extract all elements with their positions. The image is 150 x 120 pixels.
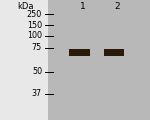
Text: 1: 1 [80,2,85,11]
Text: 2: 2 [114,2,120,11]
Text: 75: 75 [32,44,42,53]
Text: 100: 100 [27,31,42,41]
Text: 250: 250 [27,10,42,19]
Bar [48,0,150,120]
Bar [104,49,124,56]
Bar [69,49,90,56]
Text: kDa: kDa [17,2,34,11]
Text: 50: 50 [32,67,42,77]
Text: 37: 37 [32,89,42,98]
Text: 150: 150 [27,21,42,30]
